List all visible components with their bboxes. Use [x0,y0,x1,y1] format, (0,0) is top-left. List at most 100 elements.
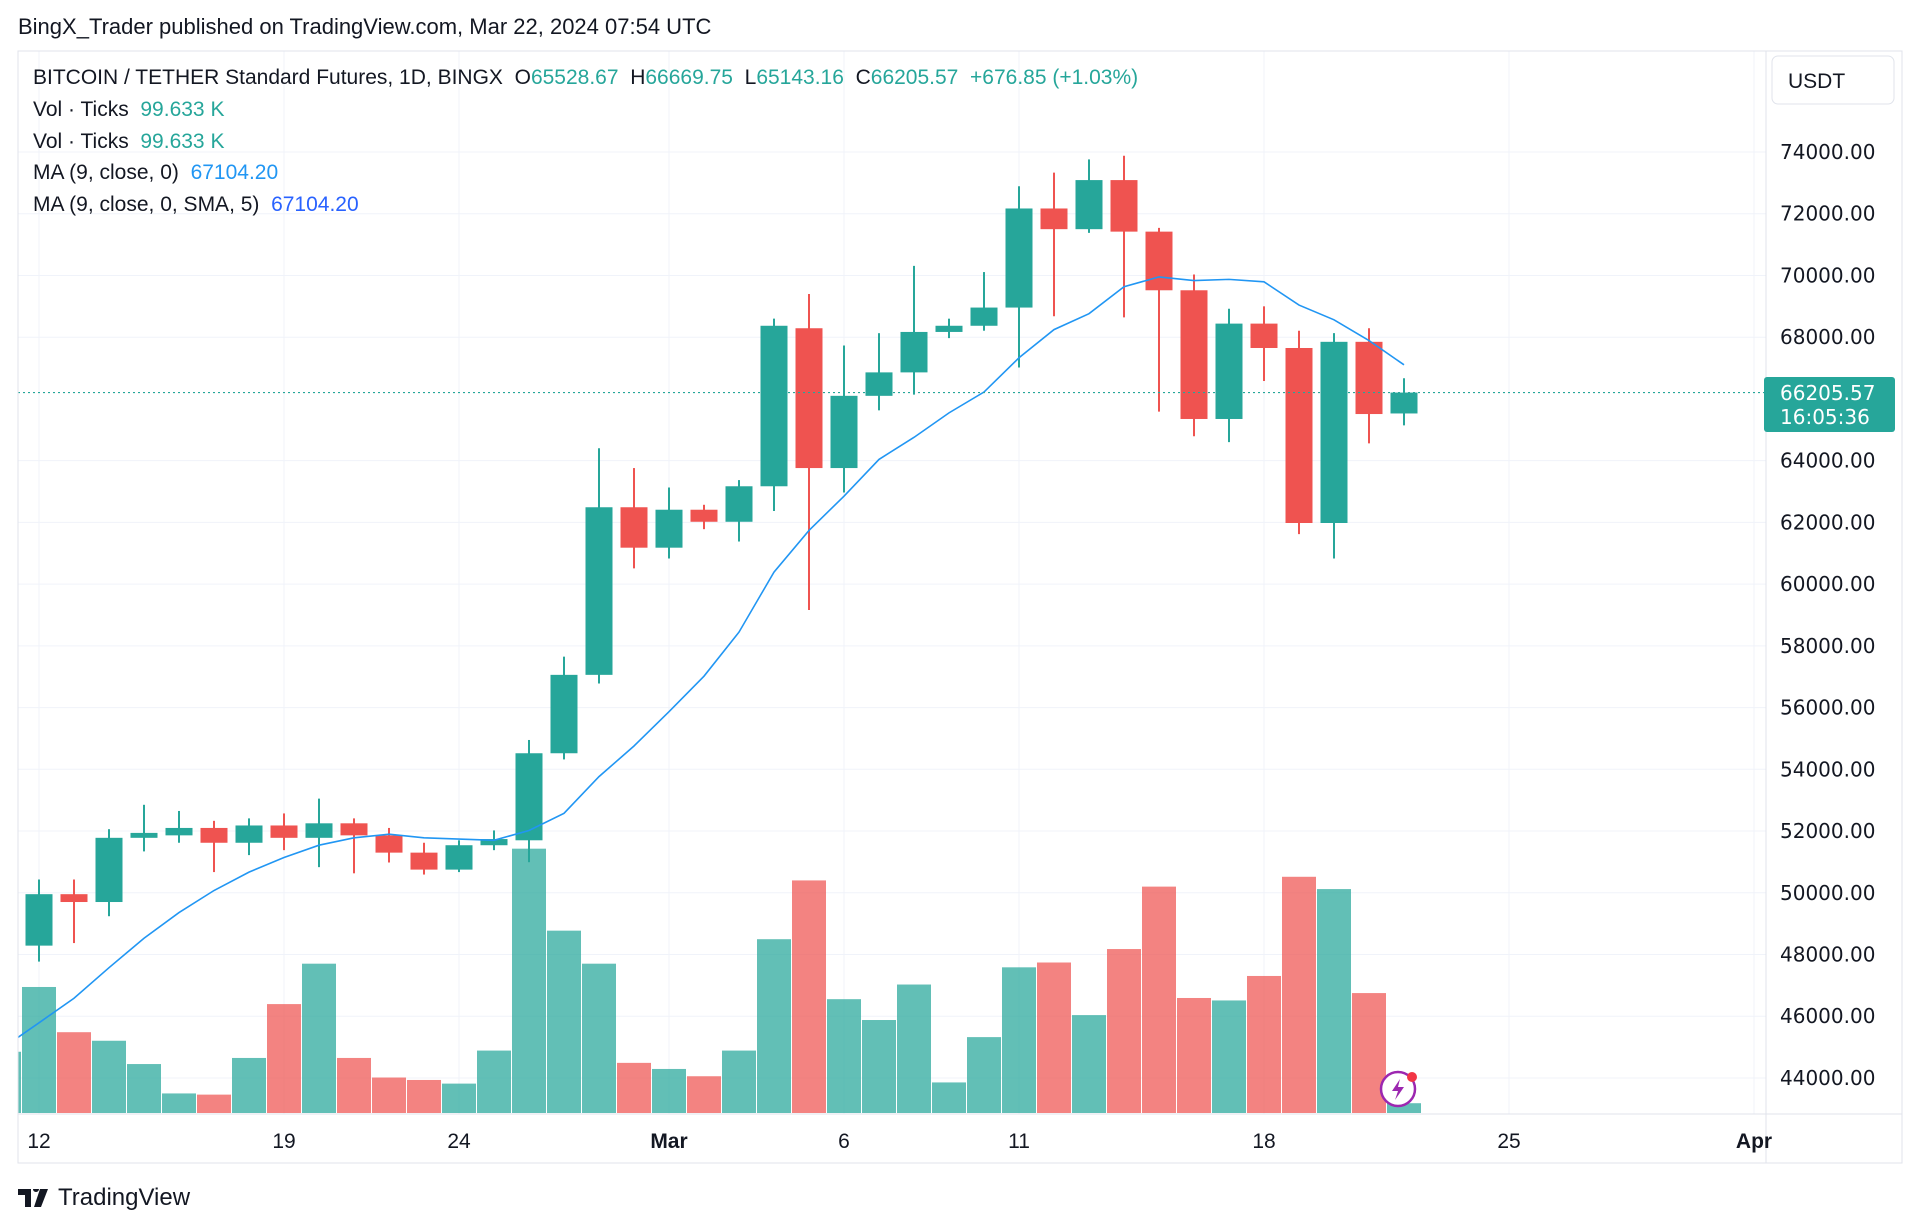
candle-body [620,507,648,548]
close-value: 66205.57 [870,66,959,89]
currency-button[interactable]: USDT [1771,55,1895,105]
time-tick-label: 24 [447,1130,471,1153]
indicator-legend-volume-2[interactable]: Vol · Ticks 99.633 K [33,130,224,154]
price-tick-label: 54000.00 [1780,757,1875,781]
symbol-legend[interactable]: BITCOIN / TETHER Standard Futures, 1D, B… [33,66,1138,90]
candle-body [515,753,543,841]
price-tick-label: 50000.00 [1780,881,1875,905]
bar-countdown: 16:05:36 [1780,405,1870,429]
price-tick-label: 46000.00 [1780,1004,1875,1028]
candle-body [235,825,263,843]
volume-bar [197,1094,231,1113]
price-tick-label: 62000.00 [1780,510,1875,534]
candle-body [445,845,473,870]
candle-body [130,832,158,838]
time-tick-label: Mar [650,1130,687,1153]
indicator-value: 67104.20 [190,161,279,184]
low-value: 65143.16 [756,66,844,89]
volume-bar [267,1004,301,1113]
time-axis[interactable]: 12 19 24 Mar 6 11 18 25 Apr [27,1130,1772,1153]
volume-bar [1037,962,1071,1113]
candle-body [795,328,823,469]
candle-body [1250,323,1278,348]
change-value: +676.85 (+1.03%) [970,66,1139,89]
price-tick-label: 48000.00 [1780,942,1875,966]
volume-bar [967,1037,1001,1113]
candle-body [830,395,858,469]
price-tick-label: 52000.00 [1780,819,1875,843]
price-tick-label: 64000.00 [1780,449,1875,473]
volume-bar [1072,1015,1106,1113]
last-price-label: 66205.57 16:05:36 [1764,377,1895,432]
volume-bar [1002,967,1036,1113]
volume-bar [22,986,56,1113]
candle-body [935,325,963,332]
time-tick-label: 19 [272,1130,295,1153]
indicator-legend-volume-1[interactable]: Vol · Ticks 99.633 K [33,98,224,122]
price-tick-label: 58000.00 [1780,634,1875,658]
price-tick-label: 68000.00 [1780,325,1875,349]
volume-bar [687,1076,721,1113]
price-axis[interactable]: 74000.00 72000.00 70000.00 68000.00 64000.00… [1780,140,1875,1090]
volume-bar [127,1064,161,1113]
candle-body [760,325,788,487]
indicator-name: MA (9, close, 0) [33,161,179,184]
candle-body [25,894,53,946]
candle-body [690,509,718,522]
price-tick-label: 72000.00 [1780,202,1875,226]
candle-body [970,307,998,326]
price-tick-label: 56000.00 [1780,696,1875,720]
candle-body [1320,341,1348,523]
volume-bar [932,1082,966,1113]
candle-body [165,827,193,836]
volume-bar [337,1057,371,1113]
volume-bar [512,848,546,1113]
lightning-icon[interactable] [1379,1070,1417,1108]
price-tick-label: 70000.00 [1780,263,1875,287]
candle-body [865,372,893,396]
time-tick-label: 11 [1008,1130,1030,1153]
time-tick-label: Apr [1736,1130,1772,1153]
time-tick-label: 6 [838,1130,850,1153]
candle-body [585,507,613,675]
candle-body [60,894,88,903]
high-label: H [630,66,646,89]
candle-body [1005,208,1033,308]
volume-bar [862,1020,896,1113]
indicator-legend-ma-1[interactable]: MA (9, close, 0) 67104.20 [33,161,278,185]
indicator-name: Vol · Ticks [33,130,129,153]
high-value: 66669.75 [645,66,733,89]
candle-body [1145,231,1173,291]
volume-bar [407,1079,441,1113]
publish-info: BingX_Trader published on TradingView.co… [18,14,712,39]
volume-bar [302,963,336,1113]
candle-body [655,509,683,548]
price-tick-label: 44000.00 [1780,1066,1875,1090]
candle-body [95,837,123,903]
indicator-name: MA (9, close, 0, SMA, 5) [33,193,260,216]
time-tick-label: 25 [1497,1130,1520,1153]
volume-bar [18,1051,21,1113]
candle-body [1215,323,1243,419]
volume-bar [722,1050,756,1113]
indicator-legend-ma-2[interactable]: MA (9, close, 0, SMA, 5) 67104.20 [33,193,359,217]
candle-body [725,486,753,522]
volume-bar [1282,876,1316,1113]
symbol-name: BITCOIN / TETHER Standard Futures, 1D, B… [33,66,503,89]
volume-bar [1142,886,1176,1113]
brand-name: TradingView [58,1184,191,1211]
tradingview-logo[interactable]: TradingView [18,1184,190,1212]
price-tick-label: 74000.00 [1780,140,1875,164]
volume-bar [582,963,616,1113]
volume-bar [792,880,826,1113]
candle-body [1040,208,1068,230]
volume-bar [232,1057,266,1113]
volume-bar [1212,1000,1246,1113]
chart-frame [17,50,1903,1164]
candle-body [305,823,333,838]
indicator-value: 99.633 K [140,98,225,121]
candle-body [375,835,403,853]
volume-bar [162,1093,196,1113]
volume-bar [617,1062,651,1113]
